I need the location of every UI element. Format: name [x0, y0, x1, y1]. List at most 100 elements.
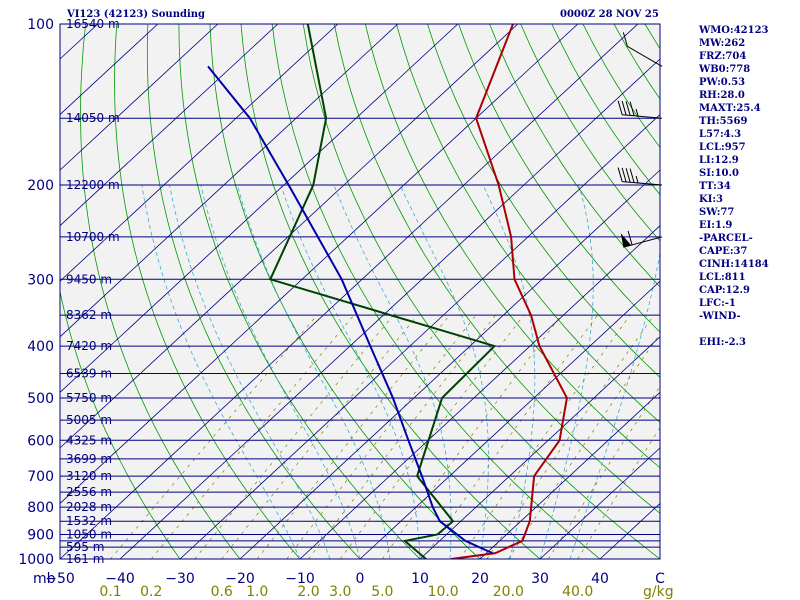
isotherm: [60, 24, 519, 449]
dewpoint-profile: [268, 24, 497, 559]
wind-barb-flag: [625, 101, 631, 116]
plot-background: [60, 24, 660, 559]
index-item: -PARCEL-: [699, 233, 753, 244]
height-label: 12200 m: [66, 178, 120, 192]
isotherm: [60, 24, 159, 116]
height-label: 2556 m: [66, 485, 112, 499]
temperature-axis-labels: mb−50 −40 −30 −20 −10 0 10 20 30 40 C: [33, 571, 665, 587]
mixing-ratio-label: 20.0: [493, 584, 524, 600]
mixing-ratio-label: 10.0: [428, 584, 459, 600]
isotherm: [60, 24, 639, 559]
mixing-ratio-line: [286, 314, 477, 559]
height-label: 6539 m: [66, 366, 112, 380]
wind-barb-flag: [617, 100, 623, 115]
index-item: MW:262: [699, 38, 746, 49]
pressure-label: 200: [27, 178, 54, 194]
height-label: 10700 m: [66, 230, 120, 244]
index-item: TT:34: [699, 181, 731, 192]
isotherm: [119, 58, 660, 559]
temperature-tick-label: −50: [45, 571, 75, 587]
mixing-ratio-line: [422, 314, 598, 559]
index-item: EI:1.9: [699, 220, 733, 231]
axis-unit-label: mb: [33, 571, 56, 587]
pressure-label: 700: [27, 469, 54, 485]
dry-adiabat: [769, 24, 800, 559]
wind-barb-flag: [625, 168, 631, 183]
index-item: WB0:778: [699, 64, 751, 75]
height-label: 7420 m: [66, 339, 112, 353]
height-label: 161 m: [66, 552, 104, 566]
wind-barb: [617, 100, 663, 119]
moist-adiabat: [569, 250, 660, 559]
height-label: 1050 m: [66, 528, 112, 542]
index-item: CAPE:37: [699, 246, 748, 257]
temperature-tick-label: C: [655, 571, 665, 587]
mixing-ratio-line: [151, 314, 355, 559]
index-item: SW:77: [699, 207, 735, 218]
pressure-label: 100: [27, 17, 54, 33]
wind-barb-flag: [617, 167, 623, 182]
isobars: [60, 23, 660, 560]
index-item: LCL:811: [699, 272, 746, 283]
wind-barb-pennant: [620, 233, 632, 248]
index-item: LFC:-1: [699, 298, 736, 309]
mixing-ratio-label: 1.0: [246, 584, 268, 600]
height-label: 5750 m: [66, 391, 112, 405]
isotherm: [539, 447, 660, 559]
temperature-tick-label: −40: [105, 571, 135, 587]
indices-panel: WMO:42123 MW:262 FRZ:704 WB0:778 PW:0.53 RH:2…: [699, 24, 769, 349]
isotherm: [60, 24, 579, 504]
mixing-ratio-label: 3.0: [329, 584, 351, 600]
isotherm: [60, 24, 399, 338]
mixing-ratio-line: [194, 314, 394, 559]
pressure-axis-labels: 100 200 300 400 500 600 700 800 900 1000: [18, 17, 54, 568]
moist-adiabat: [169, 185, 331, 559]
mixing-ratio-line: [308, 314, 496, 559]
temperature-tick-label: −10: [285, 571, 315, 587]
height-label: 595 m: [66, 540, 104, 554]
pressure-label: 300: [27, 272, 54, 288]
isotherm: [419, 336, 660, 559]
mixing-ratio-label: 0.2: [140, 584, 162, 600]
temperature-tick-label: 0: [356, 571, 365, 587]
mixing-ratio-labels: 0.1 0.2 0.6 1.0 2.0 3.0 5.0 10.0 20.0 40.0 g/kg: [99, 584, 673, 600]
wind-barb: [622, 32, 663, 67]
isotherm: [479, 391, 660, 559]
pressure-label: 600: [27, 433, 54, 449]
index-item: PW:0.53: [699, 77, 746, 88]
height-label: 4325 m: [66, 433, 112, 447]
isotherms: [60, 24, 660, 559]
mixing-ratio-line: [548, 385, 660, 559]
isotherm: [60, 24, 339, 282]
height-label: 3699 m: [66, 452, 112, 466]
mixing-ratio-label: 2.0: [297, 584, 319, 600]
isotherm: [179, 114, 660, 559]
height-label: 3120 m: [66, 469, 112, 483]
index-item: LCL:957: [699, 142, 746, 153]
wind-barb-flag: [627, 230, 633, 246]
wind-barb-flag: [621, 100, 627, 116]
height-label: 9450 m: [66, 272, 112, 286]
isotherm: [239, 169, 660, 559]
wind-barb-flag: [622, 32, 628, 47]
isotherm: [60, 24, 279, 227]
wind-barb: [620, 230, 663, 248]
wind-barb-staff: [622, 181, 663, 186]
wind-barb: [617, 167, 663, 186]
wind-barb-staff: [627, 45, 663, 67]
height-label: 14050 m: [66, 111, 120, 125]
height-label: 1532 m: [66, 514, 112, 528]
height-label: 8362 m: [66, 308, 112, 322]
pressure-label: 400: [27, 339, 54, 355]
index-item: EHI:-2.3: [699, 337, 746, 348]
station-title: VI123 (42123) Sounding: [67, 9, 206, 20]
index-item: CAP:12.9: [699, 285, 750, 296]
index-item: -WIND-: [699, 311, 741, 322]
index-item: LI:12.9: [699, 155, 739, 166]
temperature-tick-label: −20: [225, 571, 255, 587]
mixing-ratio-unit-label: g/kg: [643, 584, 674, 600]
wind-barbs: [617, 32, 663, 248]
wind-barb-staff: [622, 114, 663, 119]
wind-barb-flag: [629, 168, 635, 183]
